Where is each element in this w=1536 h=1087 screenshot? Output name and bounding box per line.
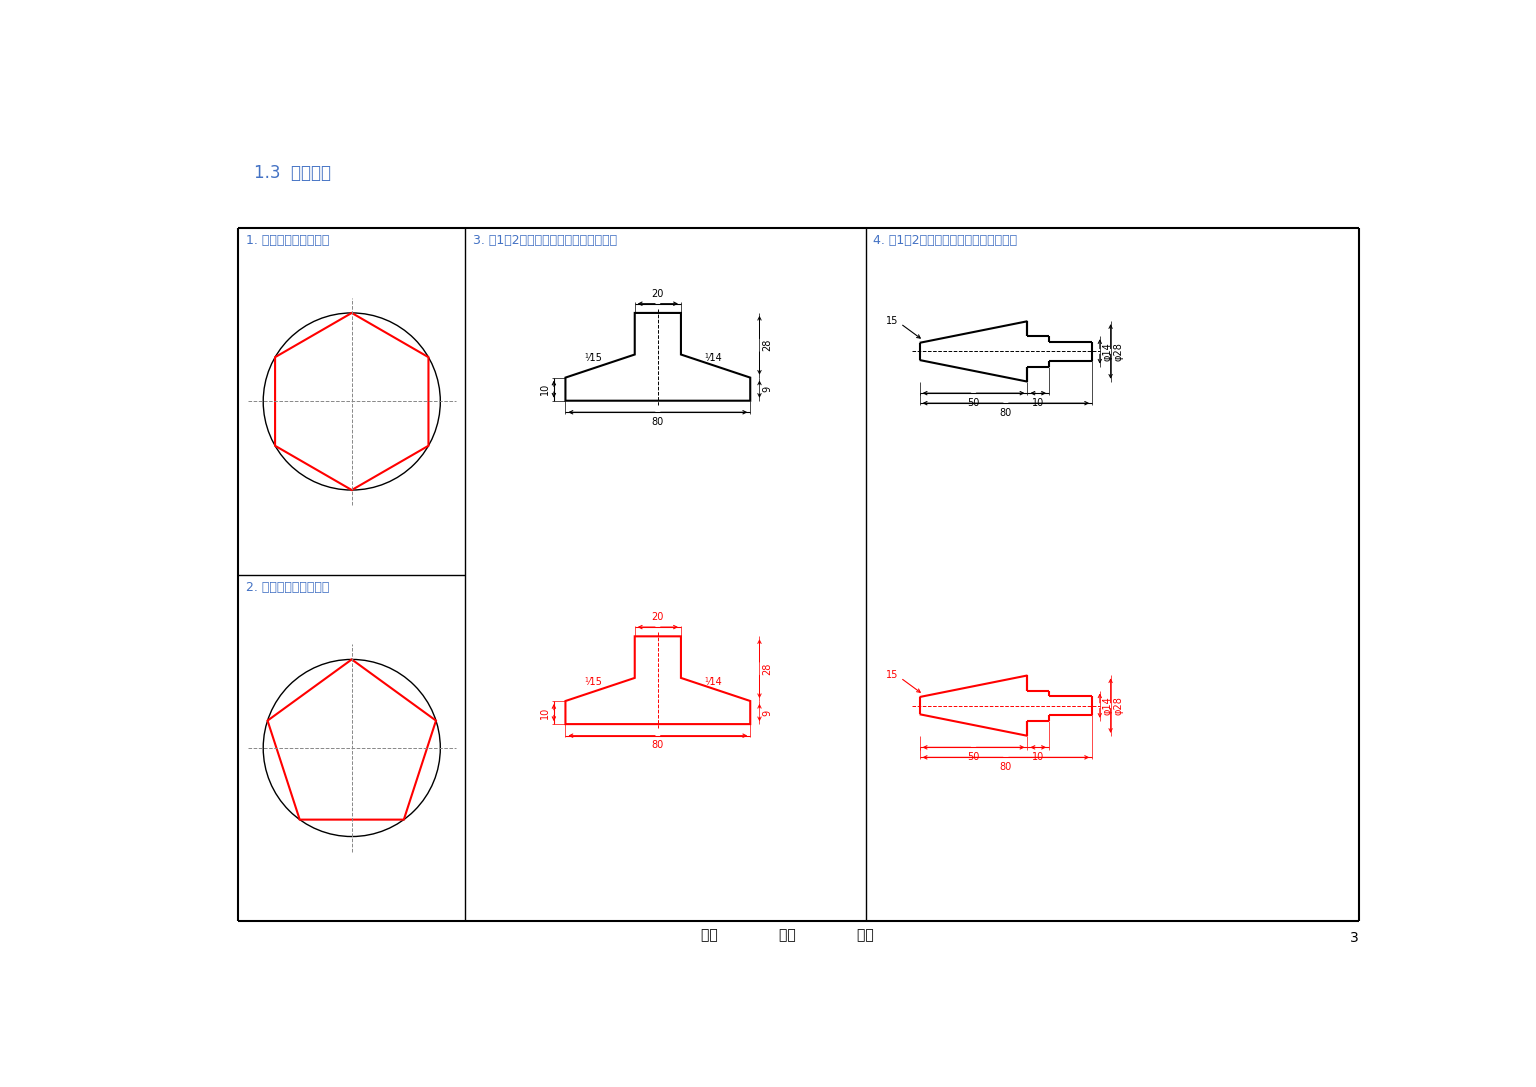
Text: 28: 28 xyxy=(762,339,773,351)
Text: 10: 10 xyxy=(541,383,550,396)
Text: 80: 80 xyxy=(651,417,664,427)
Text: 50: 50 xyxy=(968,398,980,408)
Text: 9: 9 xyxy=(762,386,773,392)
Text: 9: 9 xyxy=(762,710,773,715)
Text: 2. 作圆内接正五边形。: 2. 作圆内接正五边形。 xyxy=(246,580,329,594)
Text: ⅟15: ⅟15 xyxy=(584,677,602,687)
Text: 28: 28 xyxy=(762,662,773,675)
Text: φ28: φ28 xyxy=(1114,696,1124,715)
Text: 1.3  几何作图: 1.3 几何作图 xyxy=(253,164,330,182)
Text: 15: 15 xyxy=(886,316,899,326)
Text: 80: 80 xyxy=(651,740,664,750)
Text: 3: 3 xyxy=(1350,932,1358,946)
Text: 10: 10 xyxy=(1032,398,1044,408)
Text: 20: 20 xyxy=(651,612,664,623)
Text: 20: 20 xyxy=(651,289,664,299)
Text: 10: 10 xyxy=(1032,752,1044,762)
Text: 80: 80 xyxy=(1000,762,1012,772)
Text: 50: 50 xyxy=(968,752,980,762)
Text: φ14: φ14 xyxy=(1103,342,1114,361)
Text: φ14: φ14 xyxy=(1103,697,1114,715)
Text: 15: 15 xyxy=(886,671,899,680)
Text: 1. 作圆内接正六边形。: 1. 作圆内接正六边形。 xyxy=(246,235,329,248)
Text: 10: 10 xyxy=(541,707,550,719)
Text: φ28: φ28 xyxy=(1114,342,1124,361)
Text: ⅟14: ⅟14 xyxy=(705,677,722,687)
Text: 4. 扩1：2绘制下列图形，并标注尺寸。: 4. 扩1：2绘制下列图形，并标注尺寸。 xyxy=(874,235,1017,248)
Text: 班级              姓名              学号: 班级 姓名 学号 xyxy=(700,928,874,942)
Text: 80: 80 xyxy=(1000,408,1012,417)
Text: 3. 扩1：2绘制下列图形，并标注尺寸。: 3. 扩1：2绘制下列图形，并标注尺寸。 xyxy=(473,235,617,248)
Text: ⅟15: ⅟15 xyxy=(584,353,602,363)
Text: ⅟14: ⅟14 xyxy=(705,353,722,363)
